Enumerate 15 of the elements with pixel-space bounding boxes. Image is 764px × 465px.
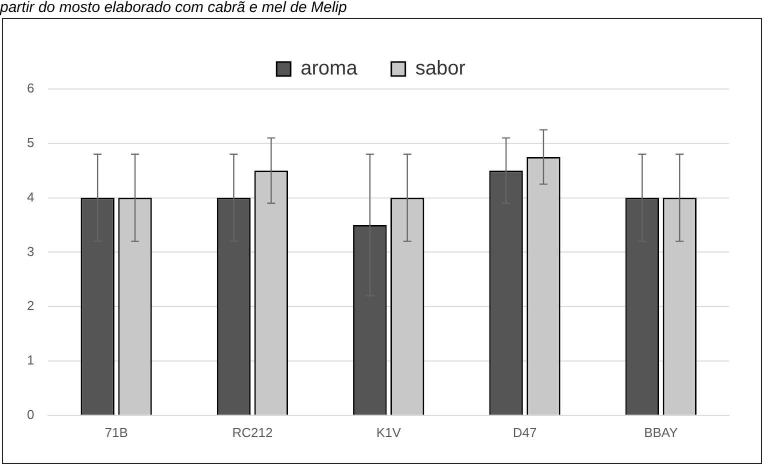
x-tick-label: BBAY — [644, 424, 678, 440]
y-tick-label: 4 — [26, 189, 34, 204]
legend-label: aroma — [300, 58, 358, 80]
y-tick-label: 5 — [26, 134, 34, 150]
x-tick-label: D47 — [512, 424, 537, 440]
y-tick-label: 1 — [26, 352, 34, 368]
y-tick-label: 6 — [26, 80, 34, 96]
y-tick-label: 3 — [26, 244, 34, 259]
x-tick-label: 71B — [104, 424, 128, 440]
legend-label: sabor — [415, 58, 466, 80]
x-tick-label: K1V — [376, 424, 402, 440]
y-tick-label: 0 — [26, 406, 34, 422]
y-tick-label: 2 — [26, 298, 34, 314]
x-tick-label: RC212 — [232, 424, 273, 440]
text: partir do mosto elaborado com cabrã e mel de Melip — [0, 0, 348, 18]
